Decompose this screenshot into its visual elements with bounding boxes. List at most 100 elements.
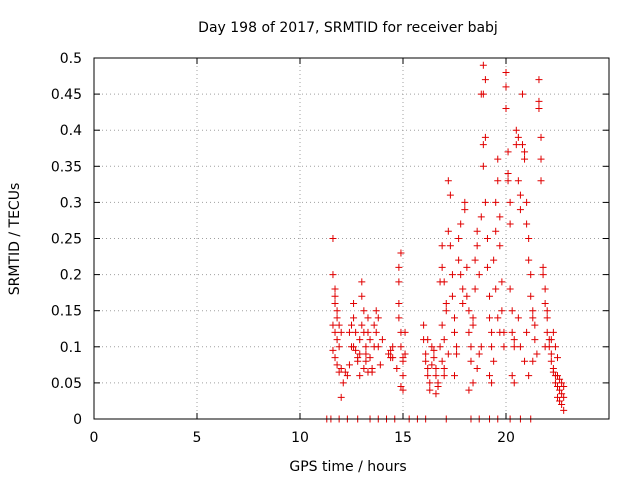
data-point: [483, 263, 491, 271]
data-point: [451, 372, 458, 380]
data-point: [498, 278, 506, 286]
data-point: [331, 299, 339, 307]
data-point: [551, 379, 559, 387]
y-tick-label: 0.25: [51, 232, 82, 248]
data-point: [343, 372, 351, 380]
data-point: [436, 343, 444, 351]
data-point: [438, 321, 446, 329]
data-point: [556, 375, 564, 383]
data-point: [350, 299, 358, 307]
data-point: [333, 361, 341, 369]
data-point: [444, 177, 452, 185]
data-point: [329, 321, 337, 329]
data-point: [461, 198, 469, 206]
data-point: [516, 343, 524, 351]
data-point: [525, 256, 533, 264]
data-point: [556, 386, 564, 394]
data-point: [457, 220, 465, 228]
data-point: [535, 105, 543, 113]
data-point: [459, 285, 467, 293]
data-point: [422, 350, 430, 358]
data-point: [537, 177, 545, 185]
data-point: [523, 198, 531, 206]
data-point: [492, 285, 500, 293]
data-point: [395, 299, 403, 307]
x-tick-label: 10: [291, 430, 309, 446]
data-point: [547, 350, 555, 358]
data-point: [531, 321, 539, 329]
data-point: [486, 372, 494, 380]
data-point: [372, 307, 380, 315]
data-point: [554, 393, 561, 401]
data-point: [463, 292, 471, 300]
data-point: [335, 343, 343, 351]
data-point: [457, 271, 465, 279]
y-tick-label: 0: [73, 412, 82, 428]
data-point: [333, 314, 341, 322]
data-point: [510, 343, 518, 351]
data-point: [465, 328, 473, 336]
data-point: [533, 350, 541, 358]
data-point: [397, 383, 405, 391]
y-tick-label: 0.05: [51, 376, 82, 392]
data-point: [560, 406, 568, 414]
data-point: [514, 314, 522, 322]
y-tick-label: 0.2: [60, 268, 82, 284]
data-point: [512, 126, 520, 134]
data-point: [440, 372, 448, 380]
data-point: [341, 368, 349, 376]
data-point: [401, 350, 409, 358]
data-point: [473, 227, 481, 235]
data-point: [521, 155, 529, 163]
data-point: [389, 343, 397, 351]
data-point: [508, 307, 516, 315]
data-point: [558, 379, 566, 387]
data-point: [558, 401, 566, 409]
data-point: [399, 357, 407, 365]
data-point: [364, 314, 372, 322]
data-point: [518, 90, 526, 98]
data-point: [488, 343, 496, 351]
data-point: [514, 133, 522, 141]
data-point: [337, 328, 345, 336]
data-point: [469, 379, 477, 387]
data-point: [428, 361, 436, 369]
data-point: [459, 299, 467, 307]
data-point: [523, 328, 531, 336]
data-point: [370, 321, 378, 329]
data-point: [345, 361, 353, 369]
data-point: [446, 242, 454, 250]
data-point: [527, 271, 535, 279]
data-point: [333, 307, 341, 315]
x-axis-ticks: 0 5 10 15 20: [90, 58, 515, 446]
data-point: [348, 321, 355, 329]
data-point: [479, 162, 487, 170]
data-point: [426, 386, 434, 394]
data-point: [397, 343, 405, 351]
data-point: [401, 328, 409, 336]
data-point: [521, 357, 529, 365]
data-point: [527, 292, 535, 300]
data-point: [374, 314, 382, 322]
data-point: [492, 198, 500, 206]
data-point: [337, 364, 345, 372]
data-point: [358, 278, 366, 286]
data-point: [463, 263, 471, 271]
data-point: [549, 328, 557, 336]
data-point: [494, 314, 502, 322]
data-point: [335, 368, 343, 376]
y-axis-ticks: 0 0.05 0.1 0.15 0.2 0.25 0.3 0.35 0.4 0.45 0.5: [51, 51, 609, 428]
data-point: [479, 141, 487, 149]
x-tick-label: 0: [90, 430, 99, 446]
data-points: [323, 61, 568, 423]
data-point: [516, 191, 524, 199]
data-point: [506, 220, 514, 228]
data-point: [356, 350, 364, 358]
data-point: [389, 354, 397, 362]
data-point: [551, 343, 559, 351]
data-point: [455, 235, 463, 242]
data-point: [502, 105, 510, 113]
data-point: [504, 148, 512, 156]
data-point: [432, 372, 440, 380]
